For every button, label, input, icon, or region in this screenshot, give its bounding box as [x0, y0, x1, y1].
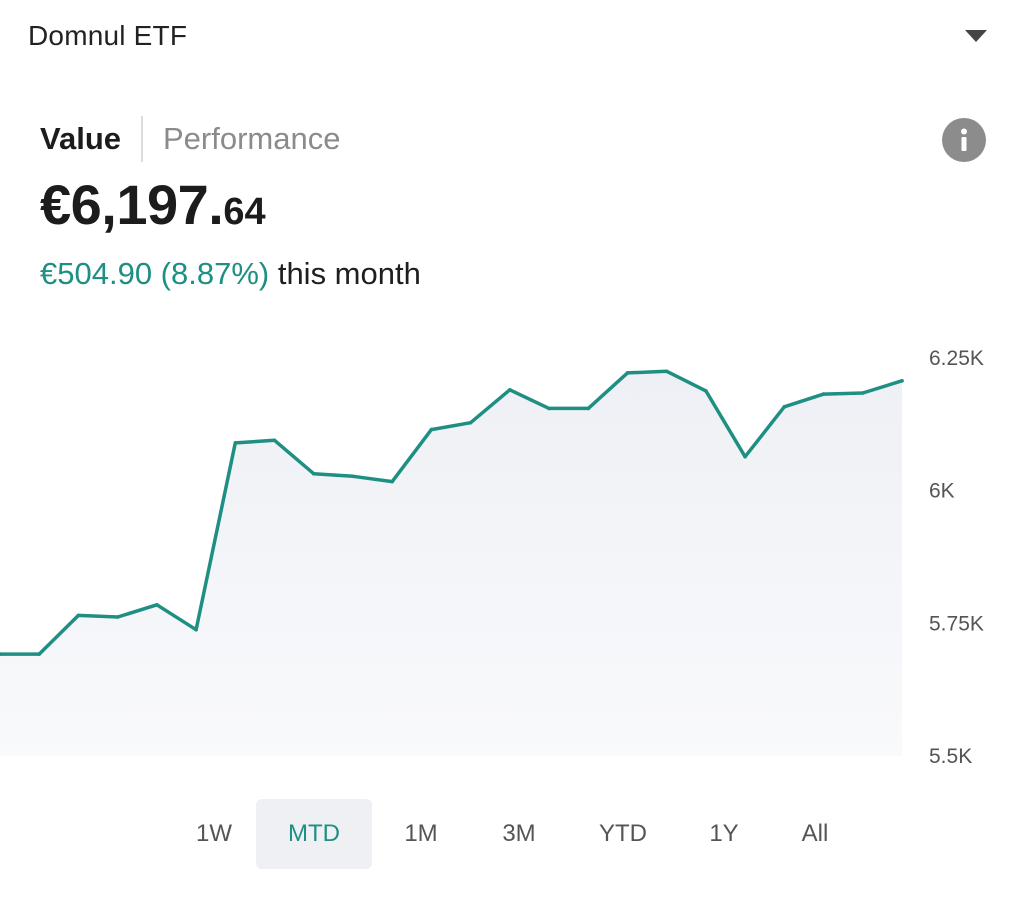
account-name: Domnul ETF — [28, 20, 188, 51]
account-dropdown-button[interactable] — [956, 16, 996, 56]
chart-point — [468, 420, 473, 425]
y-tick-label: 6K — [929, 480, 955, 503]
caret-down-icon — [965, 30, 987, 42]
chart-point — [76, 613, 81, 618]
range-1y[interactable]: 1Y — [709, 820, 739, 847]
chart-point — [664, 369, 669, 374]
chart-point — [821, 392, 826, 396]
chart-point — [0, 652, 2, 656]
chart-point — [586, 406, 591, 411]
chart-point — [625, 371, 630, 375]
value-main: €6,197. — [40, 173, 224, 236]
chart-point — [782, 405, 787, 409]
chart-points — [0, 369, 904, 656]
chart-point — [861, 391, 865, 395]
chart-point — [272, 438, 277, 443]
portfolio-value: €6,197. 64 — [40, 172, 266, 244]
y-tick-label: 6.25K — [929, 347, 984, 370]
chart-point — [311, 471, 316, 476]
range-1w[interactable]: 1W — [196, 820, 232, 847]
change-amount: €504.90 (8.87%) — [40, 256, 270, 291]
chart-point — [743, 454, 747, 459]
tab-performance[interactable]: Performance — [163, 121, 341, 156]
range-ytd[interactable]: YTD — [599, 820, 647, 847]
change-suffix: this month — [269, 256, 421, 291]
range-1m[interactable]: 1M — [404, 820, 438, 847]
view-tabs: Value Performance — [40, 116, 340, 162]
range-3m[interactable]: 3M — [502, 820, 536, 847]
range-all[interactable]: All — [801, 820, 829, 847]
chart-point — [233, 441, 238, 445]
monthly-change: €504.90 (8.87%) this month — [40, 256, 421, 292]
chart-point — [900, 379, 904, 383]
tab-value[interactable]: Value — [40, 121, 121, 156]
info-icon — [961, 128, 967, 151]
chart-point — [351, 474, 355, 479]
chart-area-fill — [0, 371, 902, 756]
y-axis-ticks: 5.5K 5.75K 6K 6.25K — [929, 347, 984, 768]
chart-point — [194, 627, 198, 632]
chart-point — [508, 388, 512, 392]
time-range-selector: 1W MTD 1M 3M YTD 1Y All — [172, 798, 860, 870]
account-header[interactable]: Domnul ETF — [28, 14, 996, 58]
chart-point — [547, 406, 551, 411]
chart-point — [429, 427, 434, 432]
y-tick-label: 5.5K — [929, 745, 972, 768]
info-button[interactable] — [942, 118, 986, 162]
chart-point — [37, 652, 41, 656]
tab-divider — [141, 116, 143, 162]
chart-point — [704, 389, 708, 393]
chart-point — [155, 603, 159, 607]
chart-series-line — [0, 369, 904, 656]
value-cents: 64 — [223, 191, 266, 233]
y-tick-label: 5.75K — [929, 612, 984, 635]
value-chart[interactable]: 5.5K 5.75K 6K 6.25K — [0, 330, 1024, 770]
range-mtd[interactable]: MTD — [256, 799, 372, 869]
chart-point — [115, 615, 120, 619]
chart-point — [390, 479, 395, 484]
